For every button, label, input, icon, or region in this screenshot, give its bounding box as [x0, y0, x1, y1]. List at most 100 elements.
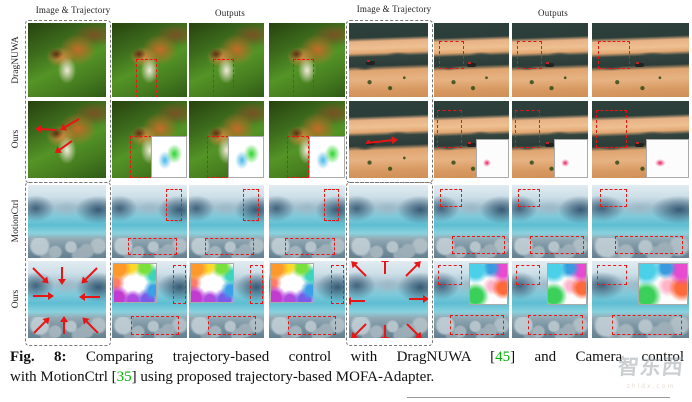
- output-image-left-row4: [269, 261, 345, 338]
- trajectory-arrow: [409, 294, 428, 303]
- trajectory-arrow: [354, 263, 368, 277]
- trajectory-arrow: [349, 299, 365, 302]
- attention-red-dashed-box: [243, 188, 259, 222]
- caption-line-2: with MotionCtrl [35] using proposed traj…: [10, 368, 684, 388]
- optical-flow-inset: [475, 139, 509, 178]
- output-image-left-row1: [189, 23, 264, 97]
- attention-red-dashed-box: [530, 236, 584, 255]
- optical-flow-inset: [269, 262, 315, 304]
- attention-red-dashed-box: [437, 264, 462, 285]
- optical-flow-inset: [228, 135, 264, 178]
- optical-flow-inset: [637, 262, 689, 305]
- output-image-right-row3: [512, 185, 588, 258]
- row-label-motionctrl: MotionCtrl: [11, 199, 21, 243]
- output-image-left-row3: [269, 185, 345, 258]
- trajectory-arrow: [405, 263, 418, 277]
- attention-red-dashed-box: [599, 188, 627, 207]
- trajectory-arrow: [31, 267, 46, 281]
- optical-flow-inset: [468, 262, 509, 305]
- attention-red-dashed-box: [293, 58, 315, 97]
- output-image-left-row2: [112, 101, 187, 178]
- output-image-right-row3: [434, 185, 509, 258]
- attention-red-dashed-box: [166, 188, 182, 222]
- output-image-left-row1: [112, 23, 187, 97]
- input-image-right-row3: [349, 185, 428, 258]
- optical-flow-inset: [308, 135, 345, 178]
- attention-red-dashed-box: [438, 40, 464, 70]
- optical-flow-inset: [554, 139, 588, 178]
- input-group-border: [346, 182, 433, 346]
- attention-red-dashed-box: [130, 315, 179, 336]
- header-left-input: Image & Trajectory: [35, 5, 111, 15]
- trajectory-arrow: [61, 266, 64, 280]
- output-image-left-row3: [112, 185, 187, 258]
- attention-red-dashed-box: [449, 314, 505, 336]
- header-right-input: Image & Trajectory: [356, 4, 432, 14]
- output-image-right-row1: [434, 23, 509, 97]
- trajectory-arrow: [384, 325, 387, 338]
- attention-red-dashed-box: [323, 188, 340, 222]
- citation-35: 35: [116, 368, 132, 385]
- caption-text: with MotionCtrl [: [10, 368, 117, 385]
- trajectory-arrow: [83, 296, 100, 299]
- attention-red-dashed-box: [127, 237, 177, 255]
- boat-marker: [545, 61, 555, 67]
- attention-red-dashed-box: [136, 58, 157, 97]
- boat-marker: [467, 61, 476, 67]
- attention-red-dashed-box: [207, 136, 229, 178]
- attention-red-dashed-box: [515, 110, 540, 148]
- attention-red-dashed-box: [615, 236, 684, 255]
- input-image-left-row1: [28, 23, 106, 97]
- boat-marker: [634, 141, 644, 147]
- output-image-left-row4: [112, 261, 187, 338]
- attention-red-dashed-box: [213, 58, 234, 97]
- output-image-right-row4: [434, 261, 509, 338]
- attention-red-dashed-box: [516, 40, 543, 70]
- output-image-left-row1: [269, 23, 345, 97]
- attention-red-dashed-box: [452, 236, 505, 255]
- output-image-right-row2: [512, 101, 588, 178]
- output-image-right-row2: [434, 101, 509, 178]
- input-image-left-row3: [28, 185, 106, 258]
- output-image-right-row1: [592, 23, 689, 97]
- output-image-right-row3: [592, 185, 689, 258]
- row-label-dragnuwa: DragNUWA: [11, 36, 21, 84]
- caption-figure-tag: Fig. 8:: [10, 349, 67, 365]
- output-image-right-row1: [512, 23, 588, 97]
- attention-red-dashed-box: [440, 188, 462, 207]
- row-label-ours-1: Ours: [11, 129, 21, 149]
- attention-red-dashed-box: [204, 237, 254, 255]
- input-image-right-row4: [349, 261, 428, 338]
- output-image-left-row2: [269, 101, 345, 178]
- caption-line-1: Fig. 8: Comparing trajectory-based contr…: [10, 348, 684, 368]
- boat-marker: [545, 141, 555, 147]
- boat-marker: [467, 141, 476, 147]
- optical-flow-inset: [646, 139, 689, 178]
- input-group-border: [25, 182, 111, 346]
- input-image-right-row1: [349, 23, 428, 97]
- attention-red-dashed-box: [287, 136, 309, 178]
- attention-red-dashed-box: [284, 237, 335, 255]
- header-left-outputs: Outputs: [215, 8, 245, 18]
- trajectory-arrow: [85, 320, 99, 334]
- trajectory-arrow: [64, 118, 80, 129]
- output-image-right-row4: [512, 261, 588, 338]
- output-image-left-row3: [189, 185, 264, 258]
- attention-red-dashed-box: [518, 188, 540, 207]
- input-image-left-row4: [28, 261, 106, 338]
- trajectory-arrow: [62, 321, 65, 335]
- trajectory-arrow: [406, 322, 420, 336]
- output-image-left-row4: [189, 261, 264, 338]
- trajectory-arrow: [32, 291, 54, 300]
- output-image-right-row4: [592, 261, 689, 338]
- caption-text: ] using proposed trajectory-based MOFA-A…: [131, 368, 435, 385]
- optical-flow-inset: [189, 262, 234, 304]
- optical-flow-inset: [547, 262, 588, 305]
- output-image-left-row2: [189, 101, 264, 178]
- trajectory-arrow: [33, 320, 47, 334]
- page-bottom-rule: [407, 397, 670, 398]
- output-image-right-row2: [592, 101, 689, 178]
- caption-text: ] and Camera control: [510, 349, 684, 365]
- input-image-right-row2: [349, 101, 428, 178]
